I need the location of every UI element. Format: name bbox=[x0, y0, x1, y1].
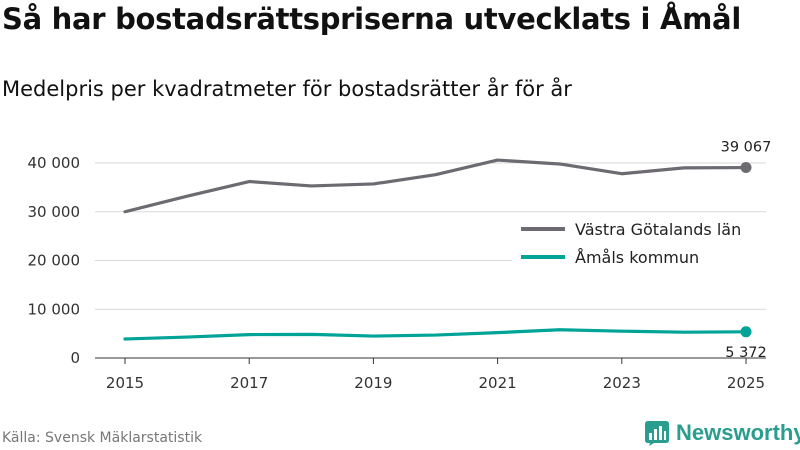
x-tick-label: 2025 bbox=[727, 374, 765, 392]
chart-subtitle: Medelpris per kvadratmeter för bostadsrä… bbox=[2, 77, 572, 101]
y-tick-label: 40 000 bbox=[28, 154, 81, 172]
series-lines bbox=[123, 158, 752, 341]
brand-logo: Newsworthy bbox=[644, 420, 800, 446]
legend-background bbox=[512, 215, 766, 271]
series-line-0 bbox=[123, 158, 748, 214]
x-tick-label: 2021 bbox=[479, 374, 517, 392]
end-value-label-1: 5 372 bbox=[725, 345, 767, 361]
chart-title: Så har bostadsrättspriserna utvecklats i… bbox=[2, 2, 741, 36]
y-tick-label: 20 000 bbox=[28, 252, 81, 270]
end-labels: 39 067 5 372 bbox=[721, 140, 772, 361]
legend-label-1: Åmåls kommun bbox=[575, 248, 699, 267]
legend-label-0: Västra Götalands län bbox=[575, 220, 741, 239]
newsworthy-chart-icon bbox=[645, 421, 669, 446]
series-line-1 bbox=[123, 328, 748, 341]
axes: 0 10 000 20 000 30 000 40 000 2015 2017 2019 202… bbox=[28, 154, 766, 392]
end-value-label-0: 39 067 bbox=[721, 140, 772, 156]
x-tick-label: 2015 bbox=[106, 374, 144, 392]
series-end-marker-0 bbox=[740, 162, 752, 174]
legend: Västra Götalands län Åmåls kommun bbox=[512, 215, 766, 271]
y-tick-label: 10 000 bbox=[28, 300, 81, 318]
source-note: Källa: Svensk Mäklarstatistik bbox=[2, 430, 203, 446]
brand-name: Newsworthy bbox=[676, 420, 800, 445]
y-tick-label: 30 000 bbox=[28, 203, 81, 221]
series-end-marker-1 bbox=[740, 326, 752, 338]
x-tick-label: 2023 bbox=[603, 374, 641, 392]
x-tick-label: 2019 bbox=[354, 374, 392, 392]
y-tick-label: 0 bbox=[70, 349, 80, 367]
x-tick-label: 2017 bbox=[230, 374, 268, 392]
